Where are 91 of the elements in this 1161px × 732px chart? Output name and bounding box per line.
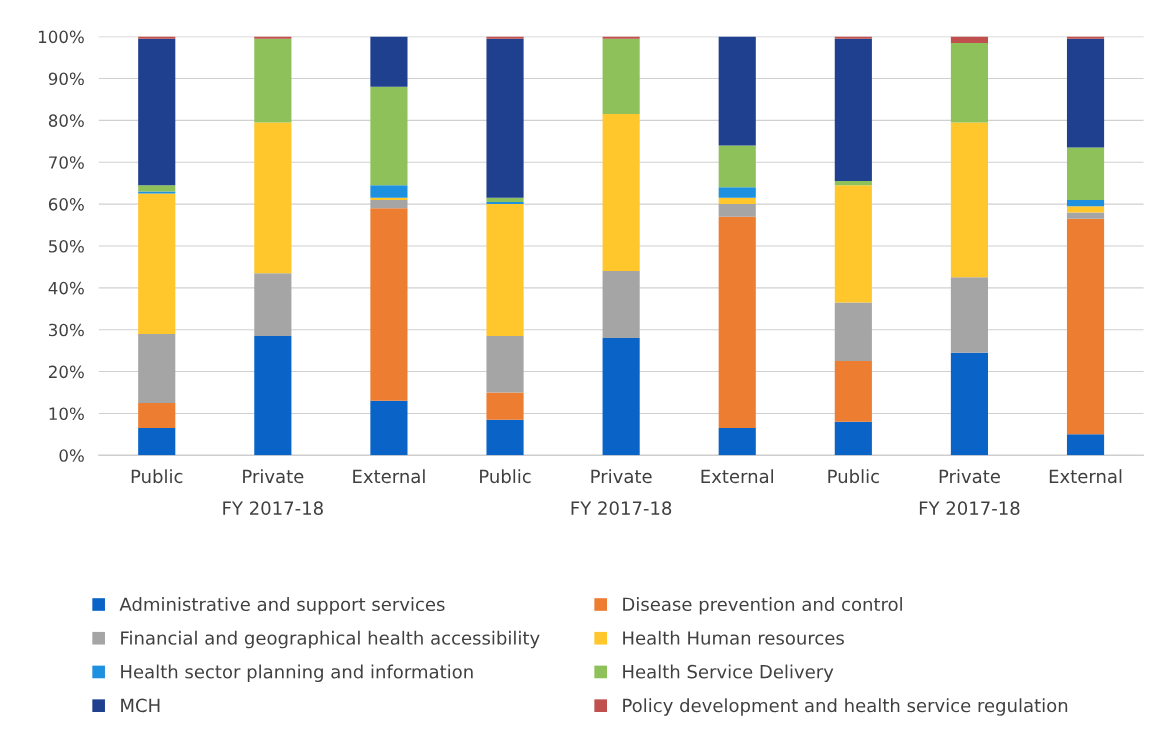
bar (834, 185, 872, 303)
bar (718, 204, 756, 217)
y-tick-label: 0% (59, 449, 84, 462)
legend-label: Health sector planning and information (121, 664, 473, 683)
legend-label: Policy development and health service regulation (623, 698, 1068, 716)
x-tick-label: Private (243, 469, 304, 484)
y-tick-label: 100% (38, 30, 84, 44)
bar (950, 36, 989, 43)
bar (834, 36, 872, 39)
x-tick-label: Public (131, 469, 183, 484)
bar (718, 197, 756, 205)
bar (254, 122, 292, 274)
bar (1066, 212, 1105, 219)
text: FY 2017-18 (919, 501, 1020, 515)
bar (138, 191, 176, 194)
bar (138, 38, 176, 186)
bar (1066, 206, 1105, 213)
bar (602, 36, 640, 39)
bar (370, 197, 408, 200)
bar (486, 201, 524, 205)
y-tick-label: 10% (49, 407, 84, 420)
y-tick-label: 60% (48, 198, 84, 211)
bar (1066, 147, 1105, 200)
bar (138, 185, 176, 192)
x-tick-label: External (1049, 469, 1122, 484)
bar (254, 273, 292, 336)
text: FY 2017-18 (571, 501, 672, 515)
bar (950, 42, 989, 123)
bar (950, 122, 989, 278)
bar (1066, 218, 1105, 435)
bar (138, 402, 176, 429)
legend-label: Administrative and support services (119, 597, 445, 615)
bar (602, 38, 640, 115)
bar (138, 333, 176, 403)
x-tick-label: External (701, 469, 773, 484)
bar (486, 197, 524, 202)
bar (1066, 38, 1105, 148)
bar (486, 36, 524, 39)
bar (254, 36, 292, 39)
bar (718, 428, 756, 456)
text: FY 2017-18 (223, 501, 323, 515)
bar (138, 428, 176, 456)
bar (1066, 199, 1105, 207)
bar (950, 277, 989, 353)
bar (718, 36, 756, 146)
bar (834, 181, 872, 186)
bar (370, 400, 408, 456)
legend-label: MCH (121, 698, 160, 713)
bar (602, 338, 640, 456)
y-tick-label: 20% (48, 365, 84, 379)
bar (834, 421, 872, 456)
bar (718, 187, 756, 198)
bar (486, 419, 524, 456)
x-tick-label: Private (939, 469, 1000, 484)
bar (486, 392, 524, 420)
bar (486, 335, 524, 393)
x-tick-label: Public (480, 469, 531, 484)
bar (602, 271, 640, 339)
legend-label: Financial and geographical health accessibility (121, 630, 540, 649)
bar (138, 36, 176, 39)
y-tick-label: 40% (48, 281, 84, 295)
y-tick-label: 70% (49, 156, 84, 169)
x-tick-label: Private (591, 469, 652, 484)
bar (950, 352, 989, 456)
bar (718, 145, 756, 188)
bar (1066, 434, 1105, 456)
bar (834, 38, 872, 182)
bar (1066, 36, 1105, 39)
bar (718, 216, 756, 429)
bar (370, 208, 408, 401)
y-tick-label: 50% (49, 239, 84, 253)
x-tick-label: External (353, 469, 425, 484)
x-tick-label: Public (828, 469, 879, 484)
legend-label: Health Human resources (623, 630, 844, 645)
bar (138, 193, 176, 334)
bar (486, 38, 524, 198)
bar (834, 361, 872, 422)
bar (370, 199, 408, 209)
bar (254, 38, 292, 123)
legend-label: Disease prevention and control (623, 597, 902, 615)
legend-label: Health Service Delivery (623, 664, 834, 683)
y-tick-label: 90% (48, 72, 84, 86)
bar (370, 36, 408, 87)
y-tick-label: 30% (49, 323, 84, 337)
bar (370, 185, 408, 198)
bar (370, 86, 408, 186)
bar (602, 114, 640, 272)
bar (834, 302, 872, 362)
bar (486, 204, 524, 336)
bar (254, 335, 292, 456)
y-tick-label: 80% (48, 114, 84, 127)
